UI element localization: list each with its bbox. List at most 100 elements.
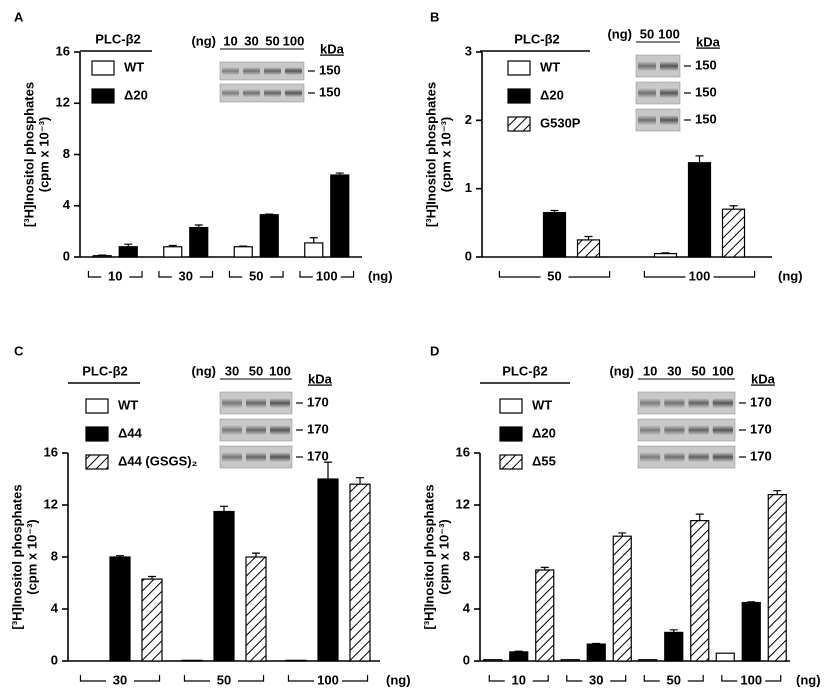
bar [163,246,183,258]
blot-unit: (ng) [609,363,634,378]
blot-band [688,451,709,463]
blot-band [688,397,709,409]
blot-unit: (ng) [191,33,216,48]
blot-strip [637,418,736,442]
blot-kda: kDa [751,371,776,386]
blot-band-label: 150 [319,62,341,77]
error-bar [747,601,756,603]
category-bracket [79,675,161,682]
error-bar [540,566,549,570]
bar [304,242,324,258]
bar [687,162,712,258]
category-bracket [87,271,143,278]
legend-label: Δ44 [118,425,143,440]
blot-strip [219,83,305,103]
blot-band-label: 170 [750,421,772,436]
blot-band [270,397,290,409]
blot-lane-label: 100 [712,363,734,378]
blot-lane-label: 30 [225,363,239,378]
bar [576,239,601,258]
y-tick-label: 1 [465,180,472,195]
blot-band-label: 170 [307,421,329,436]
category-bracket [643,271,756,278]
blot-band [640,451,661,463]
error-bar [124,243,133,247]
blot-band [664,424,685,436]
blot-band [638,60,656,72]
x-tick-label: 100 [689,268,711,283]
legend-swatch [507,88,531,104]
category-bracket [488,675,549,682]
blot-band [638,87,656,99]
blot-band [222,88,239,98]
bar [483,659,503,662]
x-axis-label: (ng) [368,268,393,283]
bar [653,252,678,258]
category-bracket [299,271,355,278]
y-axis-label: [³H]Inositol phosphates [9,484,24,629]
x-tick-label: 10 [108,268,122,283]
blot-lane-label: 50 [249,363,263,378]
bar [560,659,580,662]
bar [664,631,684,662]
legend-swatch [507,60,531,76]
bar [535,569,555,662]
error-bar [309,237,318,243]
bar [509,651,529,662]
x-tick-label: 30 [113,672,127,687]
blot-lane-label: 30 [244,33,258,48]
blot-lane-label: 10 [643,363,657,378]
blot-band-label: 150 [695,84,717,99]
legend-label: WT [118,397,138,412]
bar [245,556,267,662]
legend-label: Δ20 [124,87,148,102]
bar [181,659,203,662]
bar [330,174,350,258]
blot-band [270,424,290,436]
bar [586,643,606,662]
x-tick-label: 100 [317,672,339,687]
blot-band-label: 170 [307,394,329,409]
panel-letter: C [14,343,24,358]
bar [233,246,253,258]
error-bar [669,629,678,633]
legend-swatch [91,60,115,76]
blot-band [246,424,266,436]
y-tick-label: 12 [56,95,70,110]
error-bar [220,505,228,512]
blot-strip [637,391,736,415]
x-tick-label: 30 [589,672,603,687]
x-tick-label: 10 [512,672,526,687]
legend-swatch [85,426,109,442]
bar [612,535,632,662]
error-bar [773,490,782,495]
legend-label: WT [532,397,552,412]
error-bar [265,213,274,215]
y-tick-label: 12 [44,496,58,511]
bar [715,652,735,662]
error-bar [584,235,593,240]
blot-strip [637,445,736,469]
panel-letter: B [430,9,439,24]
error-bar [98,254,107,256]
blot-band [222,451,242,463]
y-tick-label: 4 [51,600,59,615]
legend-label: Δ44 (GSGS)₂ [118,453,198,468]
error-bar [356,477,364,485]
blot-unit: (ng) [607,26,632,41]
legend-swatch [507,116,531,132]
y-axis-label: (cpm x 10⁻³) [436,519,451,595]
error-bar [252,552,260,557]
y-tick-label: 2 [465,112,472,127]
y-tick-label: 16 [44,444,58,459]
blot-kda: kDa [320,41,345,56]
error-bar [148,575,156,580]
chart-title: PLC-β2 [82,363,128,378]
bar [213,510,235,662]
blot-band [660,60,678,72]
legend-label: G530P [540,115,581,130]
error-bar [335,172,344,175]
blot-lane-label: 100 [283,33,305,48]
blot-band [664,397,685,409]
blot-band-label: 170 [307,448,329,463]
